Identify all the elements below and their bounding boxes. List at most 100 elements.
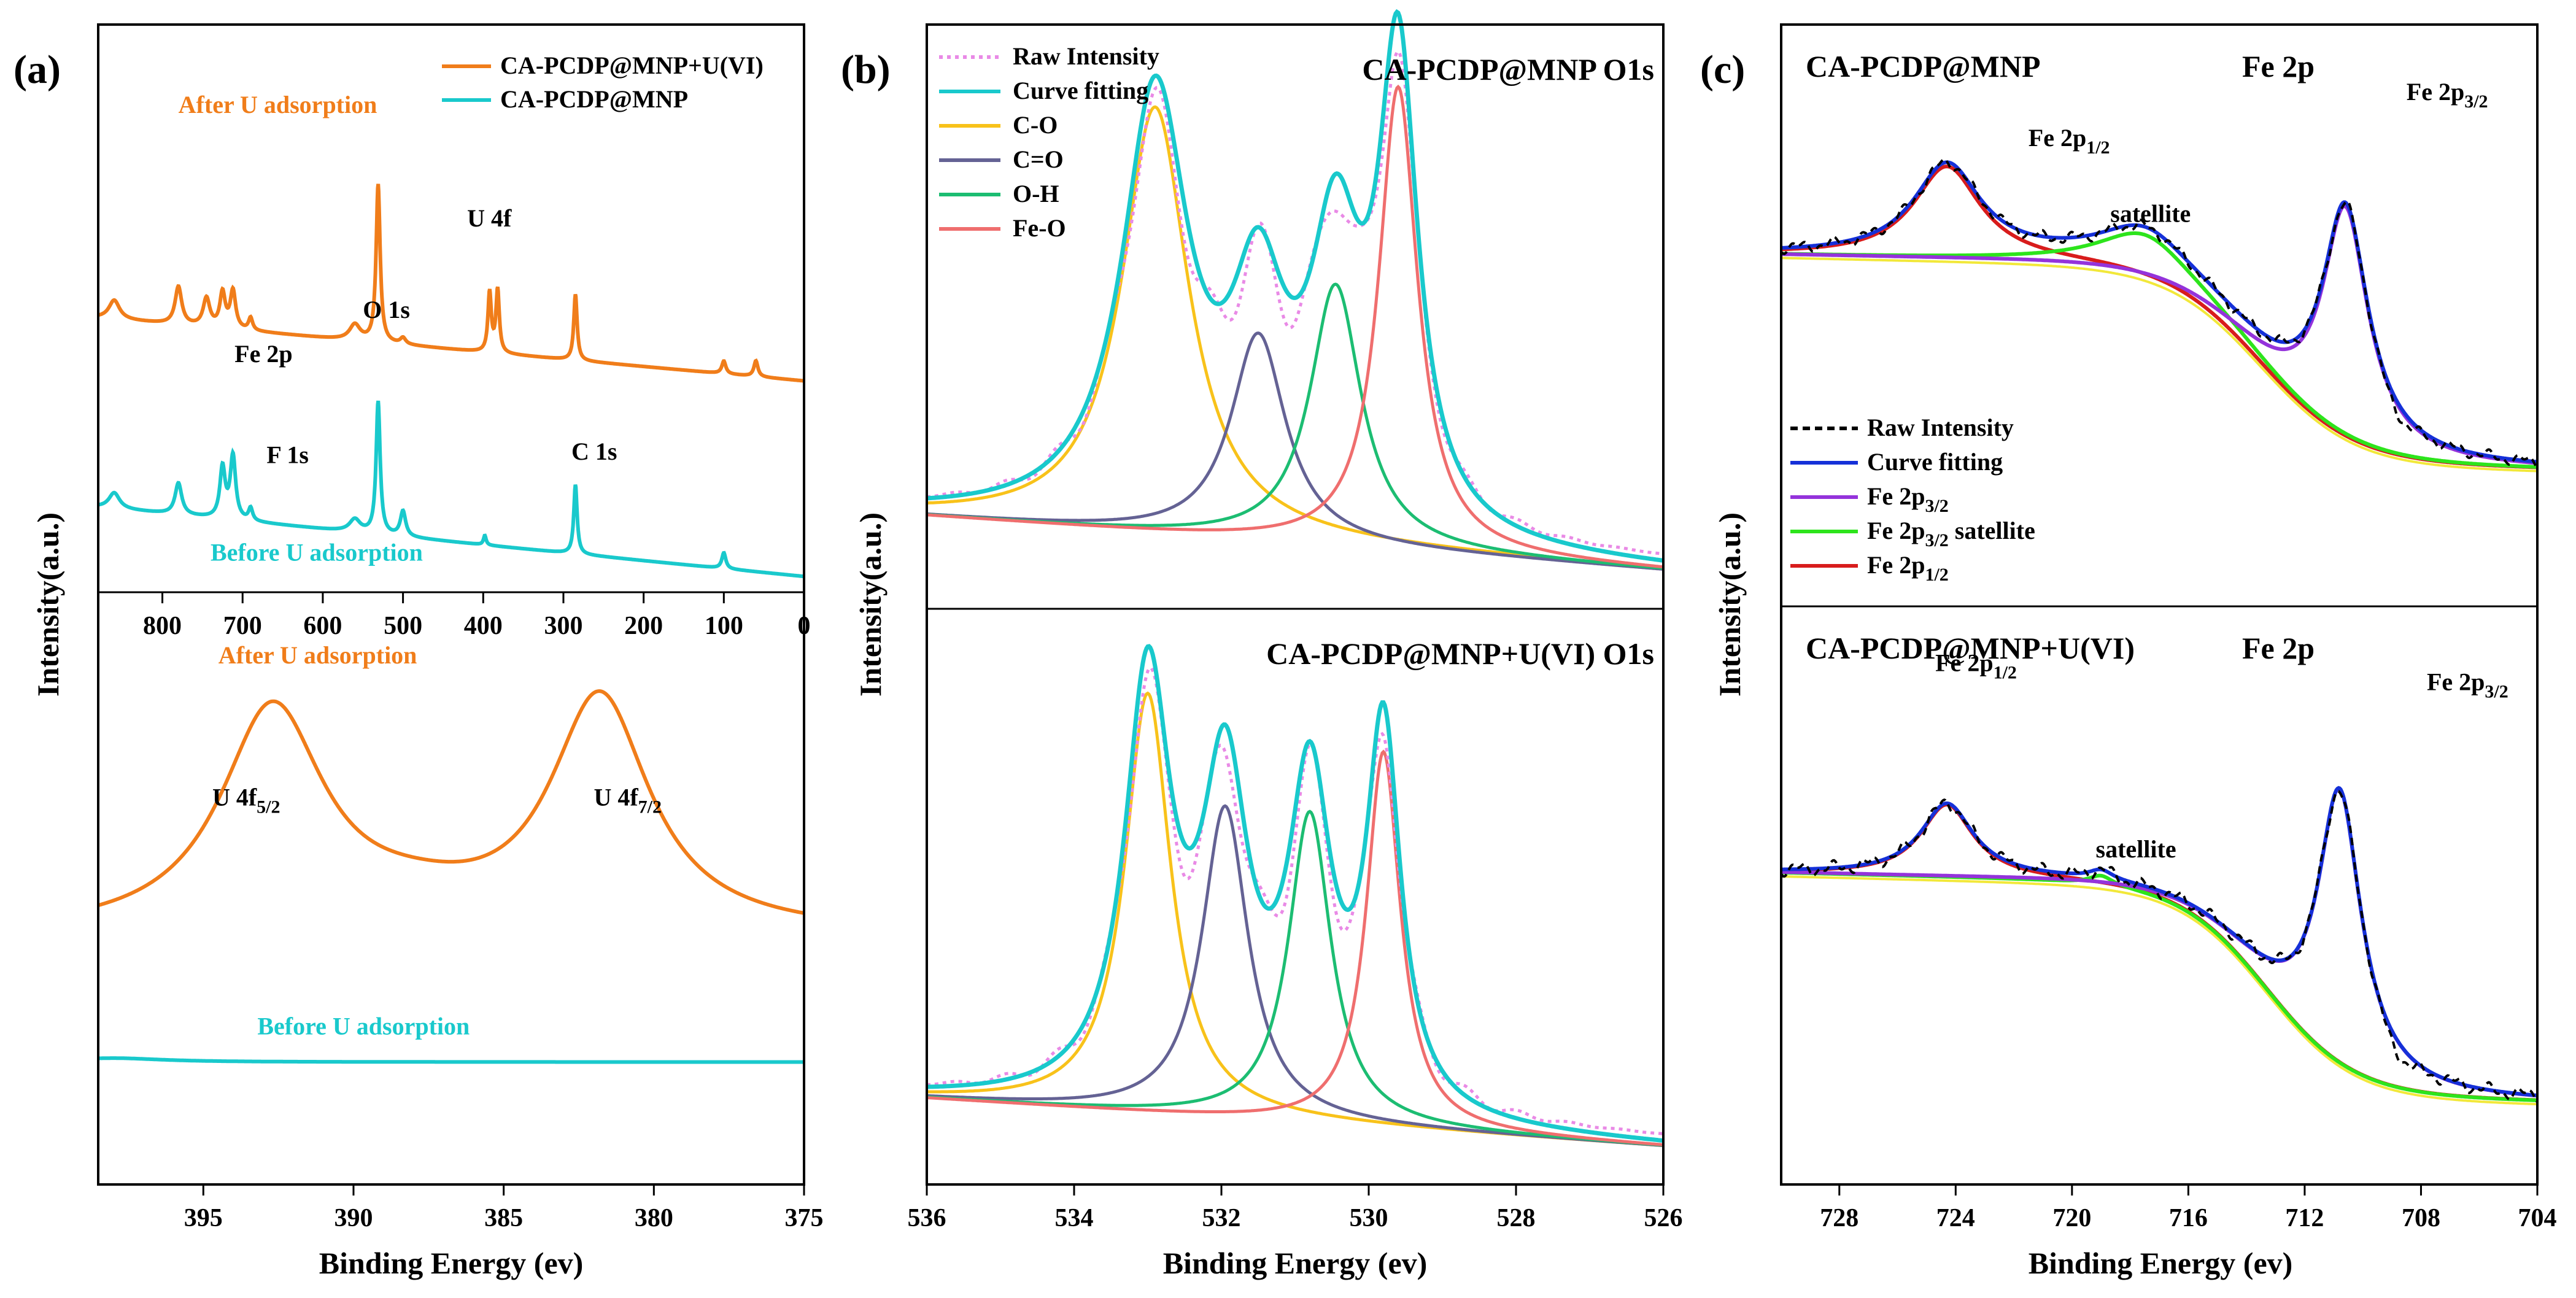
legend-label: C-O	[1013, 111, 1058, 139]
ylabel-a: Intensity(a.u.)	[31, 512, 65, 697]
x-tick-label: 500	[384, 612, 422, 640]
annotation: Fe 2p1/2	[1935, 649, 2017, 682]
x-tick-label: 712	[2285, 1204, 2324, 1232]
x-tick-label: 400	[464, 612, 503, 640]
x-tick-label: 526	[1644, 1204, 1683, 1232]
curve-fitting-line	[926, 9, 1664, 563]
subplot-title: CA-PCDP@MNP+U(VI) O1s	[1266, 636, 1654, 671]
x-tick-label: 200	[624, 612, 663, 640]
legend-label: Raw Intensity	[1013, 42, 1159, 70]
panel-label-a: (a)	[14, 47, 61, 92]
raw-intensity-line	[927, 666, 1664, 1135]
x-tick-label: 530	[1350, 1204, 1388, 1232]
curve-fitting-line	[926, 644, 1664, 1143]
curve-fitting-line	[1781, 786, 2538, 1097]
annotation: U 4f5/2	[212, 783, 280, 817]
legend-label: Curve fitting	[1013, 77, 1148, 104]
subplot-title-region: Fe 2p	[2242, 49, 2315, 83]
xlabel-c: Binding Energy (ev)	[2029, 1246, 2293, 1280]
x-tick-label: 800	[143, 612, 182, 640]
x-tick-label: 534	[1055, 1204, 1094, 1232]
component-feo	[926, 84, 1664, 569]
raw-intensity-line	[1780, 790, 2539, 1103]
frame-a	[97, 23, 805, 1186]
series-line-1	[98, 1056, 804, 1064]
x-tick-label: 716	[2169, 1204, 2208, 1232]
raw-intensity-line	[1780, 158, 2539, 469]
x-tick-label: 380	[635, 1204, 673, 1232]
subplot-title: CA-PCDP@MNP+U(VI)	[1806, 631, 2135, 665]
x-tick-label: 700	[223, 612, 262, 640]
x-tick-label: 704	[2518, 1204, 2557, 1232]
annotation: satellite	[2110, 199, 2191, 227]
annotation: F 1s	[266, 441, 309, 468]
background-line	[1781, 875, 2538, 1106]
series-line-0	[97, 689, 805, 915]
component-oh	[926, 282, 1664, 570]
series-line-0	[98, 183, 805, 383]
legend-label: Curve fitting	[1867, 448, 2003, 476]
x-tick-label: 532	[1202, 1204, 1241, 1232]
subplot-title: CA-PCDP@MNP	[1806, 49, 2041, 83]
plot-u4f: 395 390 385 380 375 After U adsorption U 4f5/2…	[97, 641, 824, 1232]
x-tick-label: 536	[908, 1204, 946, 1232]
annotation: U 4f	[467, 204, 512, 232]
x-tick-label: 390	[334, 1204, 373, 1232]
x-tick-label: 728	[1820, 1204, 1859, 1232]
legend-label: Fe 2p1/2	[1867, 551, 1949, 585]
annotation: After U adsorption	[179, 91, 377, 118]
series-line-1	[98, 400, 804, 579]
plot-o1s-before: CA-PCDP@MNP O1s Raw Intensity Curve fittin…	[926, 9, 1664, 571]
annotation: Before U adsorption	[211, 539, 423, 566]
annotation: Fe 2p3/2	[2427, 668, 2508, 701]
annotation: Fe 2p1/2	[2029, 124, 2110, 158]
legend-label: CA-PCDP@MNP+U(VI)	[500, 52, 764, 79]
plot-fe2p-before: CA-PCDP@MNP Fe 2p Fe 2p1/2 satellite Fe 2p3/…	[1780, 49, 2539, 585]
annotation: Fe 2p	[234, 340, 292, 368]
panel-c: CA-PCDP@MNP Fe 2p Fe 2p1/2 satellite Fe 2p3/…	[1712, 23, 2557, 1280]
component-oh	[926, 809, 1664, 1147]
x-tick-label: 300	[544, 612, 582, 640]
curve-fitting-line	[1781, 160, 2538, 464]
ylabel-b: Intensity(a.u.)	[853, 512, 888, 697]
annotation: U 4f7/2	[594, 783, 662, 817]
frame-b	[926, 23, 1665, 1186]
legend-label: CA-PCDP@MNP	[500, 85, 688, 113]
x-tick-label: 375	[785, 1204, 824, 1232]
component-feo	[926, 749, 1664, 1146]
x-tick-label: 385	[484, 1204, 523, 1232]
panel-b: CA-PCDP@MNP O1s Raw Intensity Curve fittin…	[853, 9, 1683, 1280]
x-tick-label: 720	[2052, 1204, 2091, 1232]
x-tick-label: 528	[1497, 1204, 1536, 1232]
annotation: Fe 2p3/2	[2407, 78, 2488, 112]
panel-label-c: (c)	[1700, 47, 1745, 92]
x-tick-label: 600	[303, 612, 342, 640]
subplot-title-region: Fe 2p	[2242, 631, 2315, 665]
x-tick-label: 100	[705, 612, 743, 640]
subplot-title: CA-PCDP@MNP O1s	[1362, 52, 1654, 87]
component-line-2	[1781, 786, 2538, 1098]
annotation: Before U adsorption	[257, 1013, 470, 1040]
component-co	[926, 804, 1664, 1148]
legend-label: C=O	[1013, 145, 1064, 173]
x-tick-label: 724	[1936, 1204, 1975, 1232]
x-tick-label: 708	[2402, 1204, 2440, 1232]
legend-label: Fe 2p3/2	[1867, 482, 1949, 516]
legend-label: Raw Intensity	[1867, 414, 2014, 441]
xlabel-a: Binding Energy (ev)	[319, 1246, 584, 1280]
panel-a: 800 700 600 500 400 300 200 100 0CA-PCDP@MNP+U(V…	[31, 23, 824, 1280]
legend-label: Fe-O	[1013, 214, 1066, 242]
xlabel-b: Binding Energy (ev)	[1163, 1246, 1428, 1280]
annotation: C 1s	[571, 438, 617, 465]
legend-label: O-H	[1013, 180, 1059, 207]
component-co	[926, 105, 1664, 570]
raw-intensity-line	[926, 49, 1664, 555]
annotation: After U adsorption	[219, 641, 417, 669]
panel-label-b: (b)	[841, 47, 891, 92]
x-tick-label: 395	[184, 1204, 223, 1232]
frame-c	[1780, 23, 2539, 1186]
annotation: satellite	[2096, 835, 2176, 863]
plot-o1s-after: 536 534 532 530 528 526 CA-PCDP@MNP+U(VI) O1s	[908, 636, 1683, 1232]
